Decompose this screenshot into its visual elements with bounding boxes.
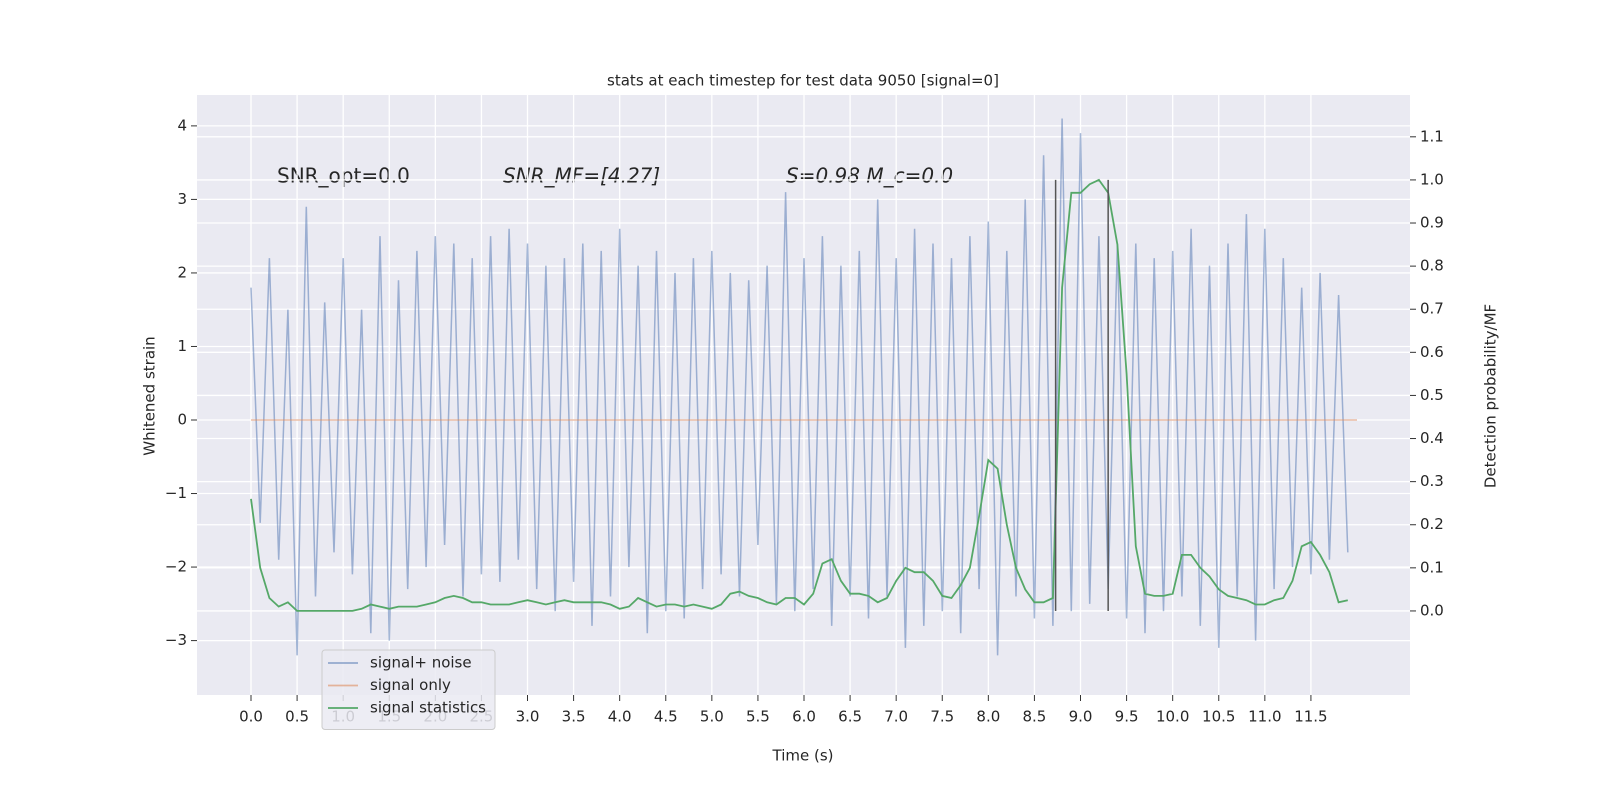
x-tick-label: 4.0	[608, 708, 632, 726]
series-line	[250, 178, 1349, 612]
y-tick-label: −1	[165, 484, 187, 502]
y-tick-label: 0	[177, 411, 187, 429]
y-tick-label: 4	[177, 116, 187, 134]
y2-tick-label: 0.3	[1420, 472, 1444, 490]
x-tick-label: 7.5	[930, 708, 954, 726]
x-tick-label: 8.5	[1022, 708, 1046, 726]
x-tick-label: 9.5	[1115, 708, 1139, 726]
y2-tick-label: 0.0	[1420, 601, 1444, 619]
x-tick-label: 0.5	[285, 708, 309, 726]
y2-tick-label: 0.2	[1420, 515, 1444, 533]
x-tick-label: 11.0	[1248, 708, 1281, 726]
y2-tick-label: 0.9	[1420, 214, 1444, 232]
x-tick-label: 4.5	[654, 708, 678, 726]
y2-tick-label: 0.4	[1420, 429, 1444, 447]
x-tick-label: 0.0	[239, 708, 263, 726]
legend-label: signal only	[370, 676, 451, 694]
x-tick-label: 7.0	[884, 708, 908, 726]
y-tick-label: 1	[177, 337, 187, 355]
y2-tick-label: 1.1	[1420, 127, 1444, 145]
chart-title: stats at each timestep for test data 905…	[607, 72, 999, 90]
x-tick-label: 6.5	[838, 708, 862, 726]
x-tick-label: 5.0	[700, 708, 724, 726]
y-tick-label: 3	[177, 190, 187, 208]
x-tick-label: 11.5	[1294, 708, 1327, 726]
y2-tick-label: 0.5	[1420, 386, 1444, 404]
x-tick-label: 5.5	[746, 708, 770, 726]
legend-label: signal+ noise	[370, 654, 472, 672]
x-tick-label: 3.5	[562, 708, 586, 726]
legend-box	[321, 649, 496, 730]
y2-tick-label: 0.6	[1420, 343, 1444, 361]
x-tick-label: 3.0	[516, 708, 540, 726]
x-tick-label: 10.5	[1202, 708, 1235, 726]
y2-tick-label: 0.1	[1420, 558, 1444, 576]
y-tick-label: 2	[177, 263, 187, 281]
x-axis-label: Time (s)	[772, 747, 834, 765]
x-tick-label: 8.0	[976, 708, 1000, 726]
legend: signal+ noise signal only signal statistic…	[321, 649, 496, 730]
x-tick-label: 9.0	[1069, 708, 1093, 726]
legend-label: signal statistics	[370, 699, 486, 717]
y-axis-label: Whitened strain	[141, 336, 159, 455]
y-tick-label: −3	[165, 631, 187, 649]
y2-tick-label: 1.0	[1420, 170, 1444, 188]
y2-axis-label: Detection probability/MF	[1482, 304, 1500, 488]
y2-tick-label: 0.8	[1420, 257, 1444, 275]
series-line	[250, 118, 1349, 656]
annotation: S=0.98 M_c=0.0	[786, 164, 953, 188]
y2-tick-label: 0.7	[1420, 300, 1444, 318]
x-tick-label: 10.0	[1156, 708, 1189, 726]
annotation: SNR_MF=[4.27]	[503, 164, 660, 188]
y-tick-label: −2	[165, 558, 187, 576]
x-tick-label: 6.0	[792, 708, 816, 726]
